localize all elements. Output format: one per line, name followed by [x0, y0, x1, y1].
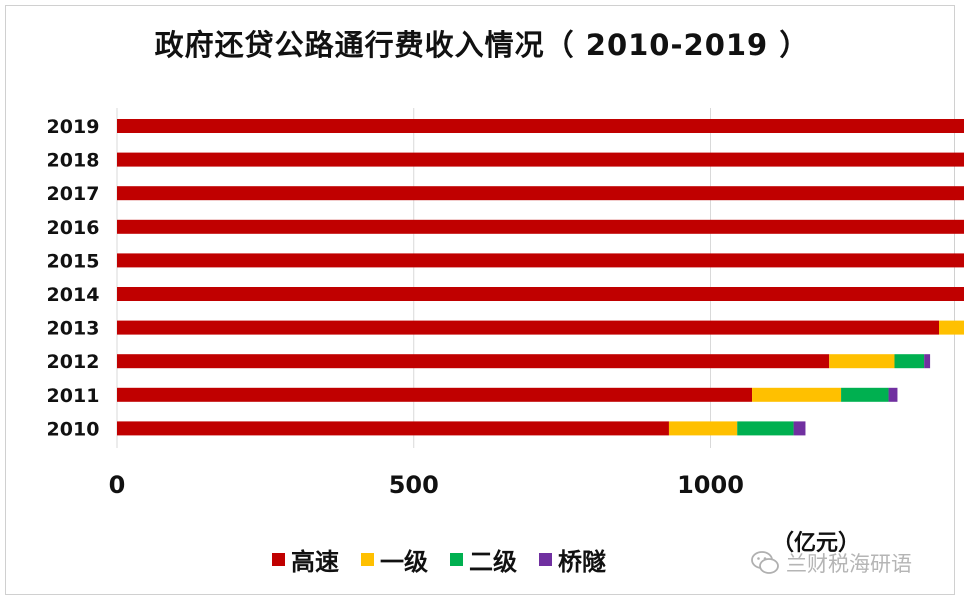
bar-segment-expressway — [117, 186, 964, 201]
unit-label: （亿元） — [772, 531, 861, 556]
legend: 高速 一级 二级 桥隧 — [272, 542, 606, 577]
legend-item-class-two: 二级 — [450, 542, 517, 577]
y-tick-label: 2014 — [47, 284, 100, 306]
legend-item-bridge-tunnel: 桥隧 — [539, 542, 606, 577]
bar-segment-class-one — [668, 421, 738, 436]
bar-segment-bridge-tunnel — [793, 421, 806, 436]
bar-segment-class-two — [841, 387, 889, 402]
wechat-icon — [751, 551, 779, 574]
x-tick-label: 1000 — [677, 471, 744, 499]
chart-title: 政府还贷公路通行费收入情况（ 2010-2019 ） — [154, 28, 810, 62]
bar-segment-expressway — [117, 152, 964, 167]
legend-label-class-one: 一级 — [380, 547, 428, 576]
legend-item-class-one: 一级 — [361, 542, 428, 577]
bar-segment-bridge-tunnel — [924, 354, 931, 369]
bar-segment-expressway — [117, 119, 964, 133]
y-tick-label: 2017 — [47, 183, 100, 205]
y-tick-label: 2011 — [47, 385, 100, 407]
bar-segment-expressway — [117, 387, 753, 402]
bar-segment-class-one — [938, 320, 964, 335]
legend-swatch-class-one — [361, 552, 374, 566]
y-tick-label: 2015 — [47, 250, 100, 272]
legend-swatch-bridge-tunnel — [539, 552, 552, 566]
legend-swatch-expressway — [272, 552, 285, 566]
bar-segment-bridge-tunnel — [888, 387, 898, 402]
bar-segment-class-two — [894, 354, 925, 369]
y-tick-label: 2016 — [47, 217, 100, 239]
y-tick-label: 2013 — [47, 318, 100, 340]
bar-segment-expressway — [117, 219, 964, 234]
watermark-text: 兰财税海研语 — [786, 552, 912, 576]
bar-segment-expressway — [117, 354, 830, 369]
bar-segment-expressway — [117, 253, 964, 268]
y-tick-label: 2019 — [47, 116, 100, 138]
bar-segment-expressway — [117, 320, 939, 335]
legend-label-expressway: 高速 — [291, 547, 339, 576]
bar-segment-class-two — [737, 421, 794, 436]
x-tick-label: 0 — [109, 471, 126, 499]
legend-label-bridge-tunnel: 桥隧 — [558, 547, 606, 576]
y-tick-label: 2010 — [47, 418, 100, 440]
watermark: 兰财税海研语 — [750, 548, 912, 578]
x-tick-label: 500 — [389, 471, 439, 499]
legend-label-class-two: 二级 — [469, 547, 517, 576]
bar-segment-expressway — [117, 287, 964, 301]
bar-segment-class-one — [752, 387, 842, 402]
legend-item-expressway: 高速 — [272, 542, 339, 577]
bar-segment-class-one — [829, 354, 895, 369]
y-tick-label: 2018 — [47, 150, 100, 172]
legend-swatch-class-two — [450, 552, 463, 566]
bar-segment-expressway — [117, 421, 669, 436]
y-tick-label: 2012 — [47, 351, 100, 373]
